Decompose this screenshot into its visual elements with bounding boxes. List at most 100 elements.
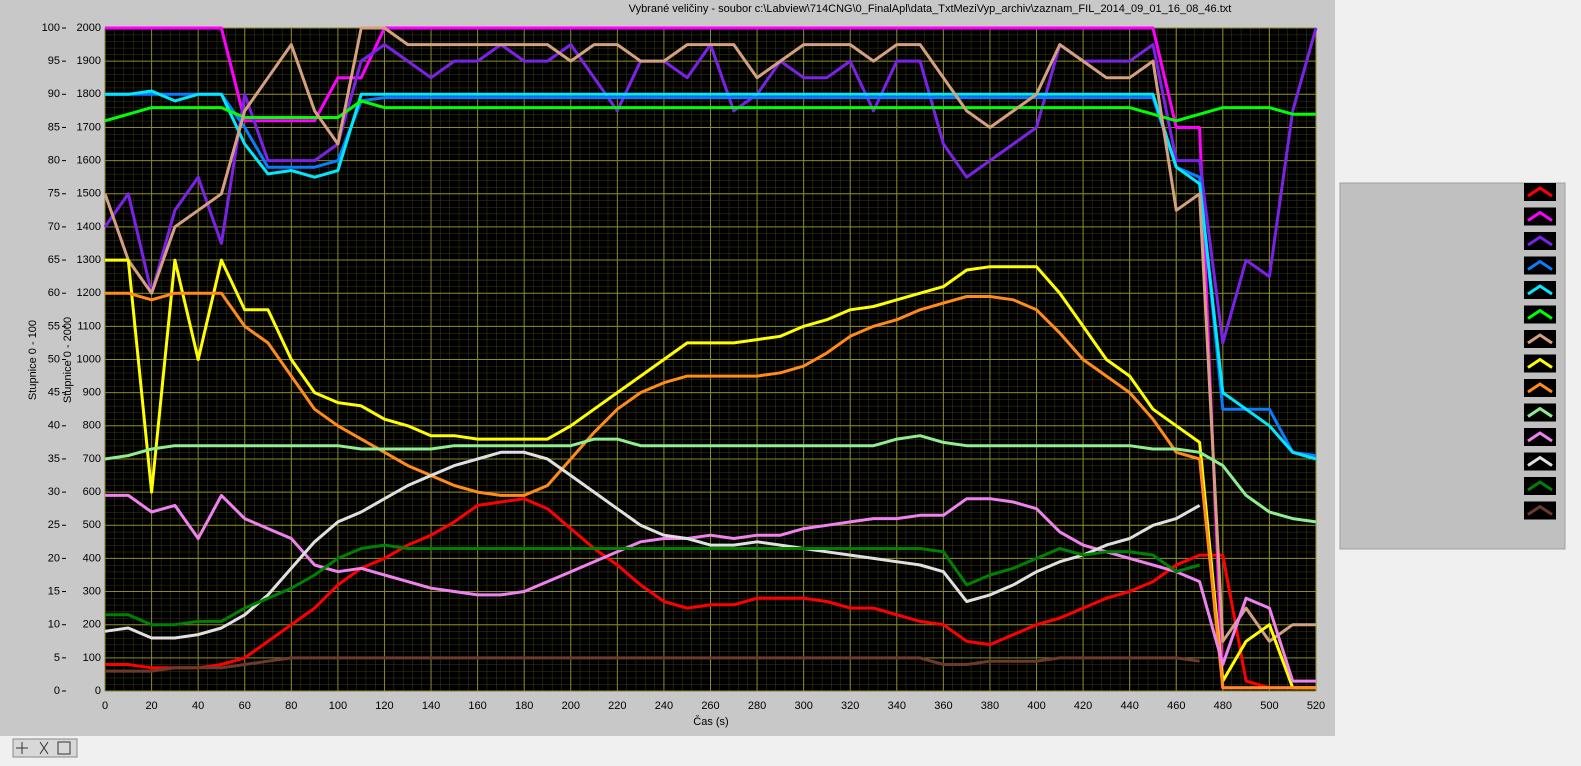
legend-swatch — [1524, 452, 1556, 471]
y2-axis-label: Stupnice 0 - 100 — [27, 320, 39, 400]
legend-swatch-line — [1527, 235, 1553, 247]
palette-icons — [16, 741, 71, 755]
y-tick-label: 300 — [83, 585, 101, 597]
x-tick-label: 100 — [329, 700, 347, 712]
y-tick-label: 200 — [83, 619, 101, 631]
y-tick-label: 1800 — [77, 88, 101, 100]
series-line — [105, 26, 1316, 690]
x-tick-label: 160 — [468, 700, 486, 712]
series-line — [105, 497, 1316, 690]
y2-tick-label: 20 — [48, 552, 60, 564]
y-tick-label: 1400 — [77, 221, 101, 233]
x-tick-label: 400 — [1027, 700, 1045, 712]
legend-swatch — [1524, 232, 1556, 250]
y2-tick-label: 35 — [48, 453, 60, 465]
series-line — [105, 291, 1316, 690]
y-tick-label: 1900 — [77, 55, 101, 67]
legend-swatch — [1524, 330, 1556, 348]
legend-swatch-line — [1527, 333, 1553, 345]
x-tick-label: 120 — [375, 700, 393, 712]
x-tick-label: 260 — [701, 700, 719, 712]
x-tick-label: 0 — [102, 700, 108, 712]
legend-swatch-line — [1527, 186, 1553, 198]
y2-tick-label: 40 — [48, 420, 60, 432]
x-tick-label: 320 — [841, 700, 859, 712]
series-line — [104, 99, 1316, 123]
y-tick-label: 800 — [83, 420, 101, 432]
y2-tick-label: 70 — [48, 221, 60, 233]
y2-tick-label: 0 — [54, 685, 60, 697]
y-tick-label: 1600 — [77, 155, 101, 167]
y-tick-label: 100 — [83, 652, 101, 664]
graph-palette[interactable] — [12, 738, 78, 758]
x-tick-label: 340 — [888, 700, 906, 712]
y-axis-label: Stupnice 0 - 2000 — [62, 317, 74, 403]
y2-tick-label: 60 — [48, 287, 60, 299]
y-tick-label: 1300 — [77, 254, 101, 266]
x-tick-label: 80 — [285, 700, 297, 712]
x-tick-label: 520 — [1307, 700, 1325, 712]
x-tick-label: 20 — [145, 700, 157, 712]
y-tick-label: 1100 — [77, 320, 101, 332]
legend-swatch-line — [1527, 382, 1553, 394]
y2-tick-label: 85 — [48, 121, 60, 133]
series-line — [105, 493, 1316, 683]
legend-swatch-line — [1527, 259, 1553, 271]
y2-tick-label: 50 — [48, 353, 60, 365]
x-tick-label: 440 — [1121, 700, 1139, 712]
x-tick-label: 40 — [192, 700, 204, 712]
series-line — [103, 26, 1316, 643]
y2-tick-label: 30 — [48, 486, 60, 498]
legend-swatch — [1524, 403, 1556, 422]
series-line — [104, 450, 1201, 640]
x-tick-label: 200 — [562, 700, 580, 712]
y2-tick-label: 15 — [48, 585, 60, 597]
y2-tick-label: 10 — [48, 619, 60, 631]
y-tick-label: 1200 — [77, 287, 101, 299]
x-tick-label: 500 — [1260, 700, 1278, 712]
x-tick-label: 480 — [1214, 700, 1232, 712]
y2-tick-label: 65 — [48, 254, 60, 266]
y-tick-label: 1700 — [77, 121, 101, 133]
series-line — [105, 656, 1200, 673]
legend-swatch-line — [1527, 504, 1553, 516]
chart-title: Vybrané veličiny - soubor c:\Labview\714… — [629, 3, 1232, 15]
y2-tick-label: 75 — [48, 188, 60, 200]
x-axis-label: Čas (s) — [693, 715, 728, 728]
legend-swatch-line — [1527, 431, 1553, 443]
x-tick-label: 180 — [515, 700, 533, 712]
legend-swatch-line — [1527, 357, 1553, 369]
y-tick-label: 500 — [83, 519, 101, 531]
legend-swatch — [1524, 354, 1556, 373]
x-tick-label: 240 — [655, 700, 673, 712]
y-tick-label: 1000 — [77, 353, 101, 365]
series-line — [105, 543, 1201, 627]
x-tick-label: 460 — [1167, 700, 1185, 712]
x-tick-label: 280 — [748, 700, 766, 712]
y-tick-label: 400 — [83, 552, 101, 564]
legend-swatch — [1524, 477, 1556, 495]
series-line — [104, 434, 1317, 524]
legend-swatch — [1524, 501, 1556, 520]
x-tick-label: 380 — [981, 700, 999, 712]
y2-tick-label: 95 — [48, 55, 60, 67]
legend-swatch-line — [1527, 480, 1553, 492]
x-tick-label: 300 — [794, 700, 812, 712]
y-tick-label: 0 — [95, 685, 101, 697]
legend-swatch — [1524, 281, 1556, 299]
legend-swatch-line — [1527, 455, 1553, 467]
y-tick-label: 1500 — [77, 188, 101, 200]
legend-swatch — [1524, 183, 1556, 201]
legend-swatch-line — [1527, 308, 1553, 320]
toolbar[interactable] — [12, 738, 78, 758]
legend-swatch-line — [1527, 406, 1553, 418]
y2-tick-label: 45 — [48, 387, 60, 399]
series-line — [105, 258, 1316, 690]
y2-tick-label: 5 — [54, 652, 60, 664]
legend-swatch-line — [1527, 284, 1553, 296]
x-tick-label: 140 — [422, 700, 440, 712]
legend-swatch — [1524, 428, 1556, 446]
y2-tick-label: 90 — [48, 88, 60, 100]
